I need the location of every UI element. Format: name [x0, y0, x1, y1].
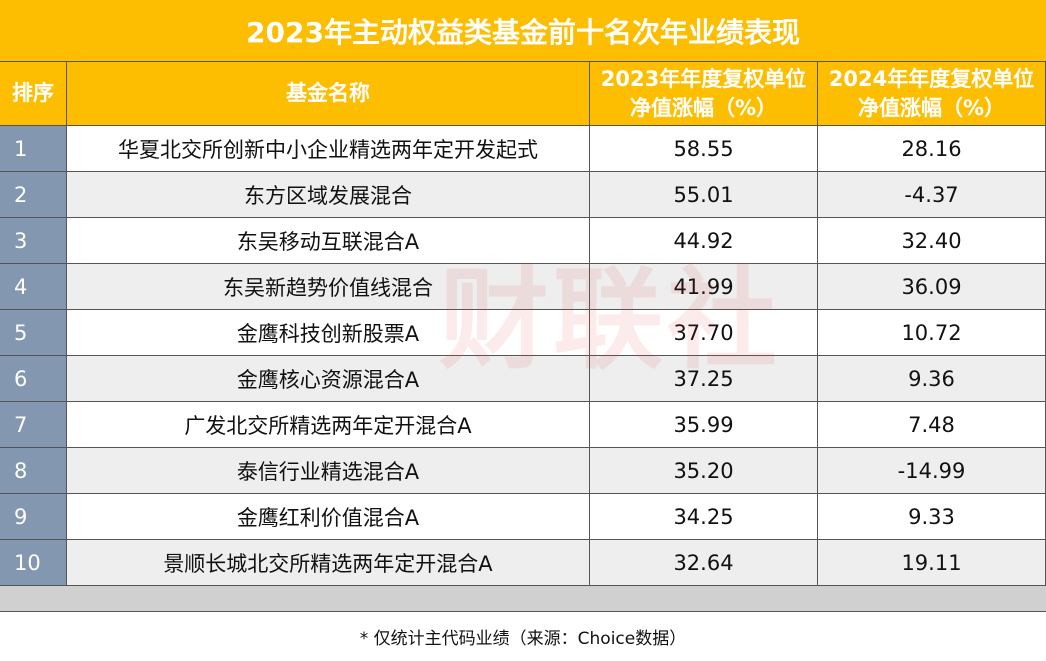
- table-cell: 泰信行业精选混合A: [67, 448, 590, 494]
- header-cell: 2024年年度复权单位净值涨幅（%）: [818, 62, 1046, 126]
- table-cell: 32.40: [818, 218, 1046, 264]
- table-cell: 10.72: [818, 310, 1046, 356]
- table-cell: 东方区域发展混合: [67, 172, 590, 218]
- rank-cell: 1: [0, 126, 67, 172]
- table-cell: 景顺长城北交所精选两年定开混合A: [67, 540, 590, 586]
- table-cell: 58.55: [590, 126, 818, 172]
- table-cell: 37.25: [590, 356, 818, 402]
- table-cell: 32.64: [590, 540, 818, 586]
- table-cell: 35.20: [590, 448, 818, 494]
- table-cell: 东吴移动互联混合A: [67, 218, 590, 264]
- table-cell: 广发北交所精选两年定开混合A: [67, 402, 590, 448]
- table-cell: 9.36: [818, 356, 1046, 402]
- table-cell: 37.70: [590, 310, 818, 356]
- table-cell: 41.99: [590, 264, 818, 310]
- rank-cell: 8: [0, 448, 67, 494]
- header-cell: 基金名称: [67, 62, 590, 126]
- watermark: 财联社: [439, 256, 781, 384]
- table-cell: 东吴新趋势价值线混合: [67, 264, 590, 310]
- rank-cell: 9: [0, 494, 67, 540]
- table-cell: 7.48: [818, 402, 1046, 448]
- table-cell: 19.11: [818, 540, 1046, 586]
- rank-cell: 2: [0, 172, 67, 218]
- table-cell: 44.92: [590, 218, 818, 264]
- table-cell: 金鹰红利价值混合A: [67, 494, 590, 540]
- footnote: * 仅统计主代码业绩（来源：Choice数据）: [359, 629, 687, 649]
- rank-cell: 4: [0, 264, 67, 310]
- rank-cell: 3: [0, 218, 67, 264]
- rank-cell: 5: [0, 310, 67, 356]
- table-cell: 28.16: [818, 126, 1046, 172]
- rank-cell: 7: [0, 402, 67, 448]
- table-cell: 金鹰科技创新股票A: [67, 310, 590, 356]
- table-cell: 36.09: [818, 264, 1046, 310]
- rank-cell: 10: [0, 540, 67, 586]
- table-cell: -4.37: [818, 172, 1046, 218]
- rank-cell: 6: [0, 356, 67, 402]
- table-cell: 35.99: [590, 402, 818, 448]
- table-cell: -14.99: [818, 448, 1046, 494]
- header-cell: 2023年年度复权单位净值涨幅（%）: [590, 62, 818, 126]
- table-cell: 9.33: [818, 494, 1046, 540]
- table-cell: 华夏北交所创新中小企业精选两年定开发起式: [67, 126, 590, 172]
- header-cell: 排序: [0, 62, 67, 126]
- table-cell: 金鹰核心资源混合A: [67, 356, 590, 402]
- table-cell: 34.25: [590, 494, 818, 540]
- table-cell: 55.01: [590, 172, 818, 218]
- title: 2023年主动权益类基金前十名次年业绩表现: [0, 0, 1046, 62]
- spacer-band: [0, 586, 1046, 612]
